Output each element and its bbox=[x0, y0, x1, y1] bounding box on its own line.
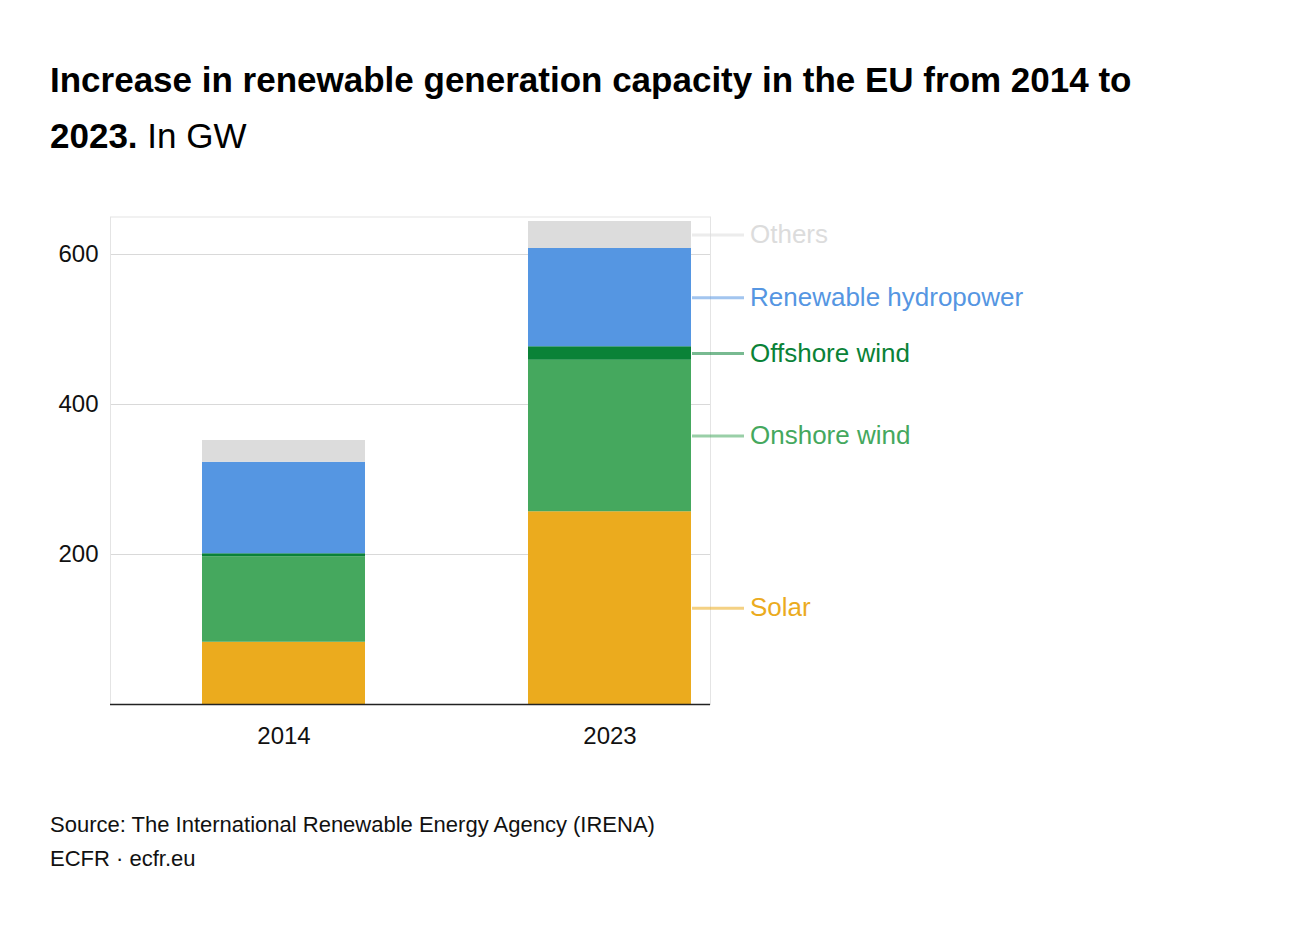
svg-text:2023: 2023 bbox=[583, 722, 636, 749]
svg-text:Others: Others bbox=[750, 219, 828, 249]
html-text:Increase in renewable generati: Increase in renewable generation capacit… bbox=[50, 60, 1132, 155]
svg-text:Solar: Solar bbox=[750, 592, 811, 622]
svg-text:200: 200 bbox=[58, 540, 98, 567]
svg-text:600: 600 bbox=[58, 240, 98, 267]
svg-text:Renewable hydropower: Renewable hydropower bbox=[750, 282, 1024, 312]
html-text:Source: The International Rene: Source: The International Renewable Ener… bbox=[50, 812, 655, 837]
svg-text:Offshore wind: Offshore wind bbox=[750, 338, 910, 368]
svg-text:2014: 2014 bbox=[257, 722, 310, 749]
svg-text:Onshore wind: Onshore wind bbox=[750, 420, 910, 450]
svg-text:400: 400 bbox=[58, 390, 98, 417]
html-text:ECFR · ecfr.eu: ECFR · ecfr.eu bbox=[50, 846, 196, 871]
